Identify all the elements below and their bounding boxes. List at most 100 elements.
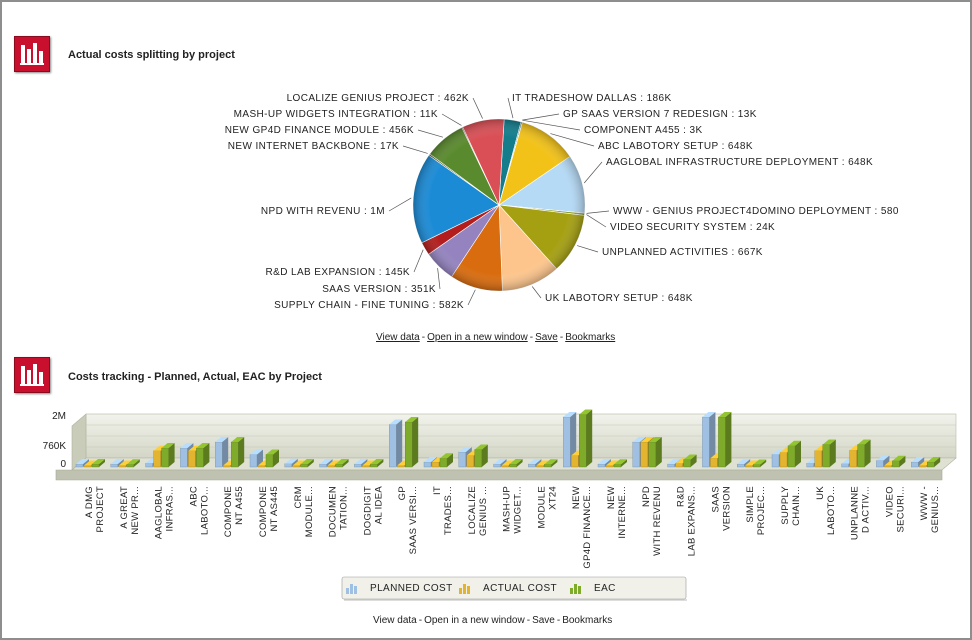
bar-eac[interactable]	[613, 459, 627, 468]
open-new-window-link[interactable]: Open in a new window	[424, 615, 525, 626]
pie-slice-label: UNPLANNED ACTIVITIES : 667K	[602, 247, 763, 258]
pie-leader-line	[388, 197, 412, 212]
bar-planned-cost[interactable]	[110, 459, 124, 468]
bar-eac[interactable]	[857, 439, 871, 468]
x-tick-label: SIMPLEPROJEC...	[745, 486, 767, 535]
pie-slice-label: SAAS VERSION : 351K	[322, 284, 436, 295]
bar-planned-cost[interactable]	[284, 458, 298, 468]
bar-planned-cost[interactable]	[737, 459, 751, 468]
bar-eac[interactable]	[718, 412, 732, 468]
x-tick-label: CRMMODULE...	[293, 486, 315, 537]
bar-eac[interactable]	[230, 437, 245, 468]
bar-eac[interactable]	[300, 459, 314, 468]
pie-leader-line	[402, 145, 428, 154]
x-tick-label: LOCALIZEGENIUS ...	[467, 486, 489, 536]
plot-base	[55, 469, 943, 481]
pie-chart: IT TRADESHOW DALLAS : 186K GP SAAS VERSIO…	[225, 93, 899, 311]
bar-chart-icon	[14, 357, 50, 393]
bar-eac[interactable]	[196, 443, 210, 468]
x-tick-label: DOCUMENTATION...	[328, 486, 350, 537]
bar-eac[interactable]	[648, 437, 662, 468]
pie-leader-line	[522, 113, 560, 121]
save-link[interactable]: Save	[532, 615, 555, 626]
x-tick-label: NPDWITH REVENU	[641, 486, 663, 556]
x-tick-label: MODULEXT24	[536, 486, 558, 528]
pie-slice-label: NEW INTERNET BACKBONE : 17K	[228, 141, 399, 152]
legend-item[interactable]: EAC	[570, 583, 616, 594]
bar-eac[interactable]	[683, 454, 697, 468]
x-tick-label: ABCLABOTO...	[188, 486, 210, 535]
bar-eac[interactable]	[544, 459, 558, 468]
legend-item[interactable]: PLANNED COST	[346, 583, 453, 594]
bar-eac[interactable]	[753, 459, 767, 468]
pie-leader-line	[417, 129, 443, 138]
bar-chart-icon	[14, 36, 50, 72]
pie-slice-label: LOCALIZE GENIUS PROJECT : 462K	[287, 93, 469, 104]
bar-planned-cost[interactable]	[493, 459, 507, 468]
bar-eac[interactable]	[405, 417, 419, 468]
bar-planned-cost[interactable]	[597, 459, 611, 468]
view-data-link[interactable]: View data	[373, 615, 417, 626]
x-tick-label: SAASVERSION	[710, 486, 732, 531]
bar-planned-cost[interactable]	[389, 419, 403, 468]
panel1-title: Actual costs splitting by project	[68, 49, 235, 61]
bar-eac[interactable]	[370, 459, 384, 468]
panel1-links: View data - Open in a new window - Save - Book…	[376, 332, 616, 343]
bar-planned-cost[interactable]	[319, 459, 333, 468]
pie-leader-line	[507, 97, 514, 119]
bar-planned-cost[interactable]	[911, 457, 925, 468]
x-tick-label: AAGLOBALINFRAS...	[154, 486, 176, 539]
bar-planned-cost[interactable]	[75, 459, 89, 468]
pie-leader-line	[467, 289, 476, 306]
bar-eac[interactable]	[927, 457, 941, 468]
pie-leader-line	[413, 249, 424, 273]
pie-slice-label: SUPPLY CHAIN - FINE TUNING : 582K	[274, 300, 464, 311]
bar-chart: 2M 760K 0 A DMGPROJECT A GREATNEW PR... AAGLO…	[43, 409, 957, 601]
pie-shading	[413, 119, 585, 291]
bookmarks-link[interactable]: Bookmarks	[562, 615, 613, 626]
bar-planned-cost[interactable]	[214, 437, 229, 468]
legend-label: PLANNED COST	[370, 583, 453, 594]
x-tick-label: WWW -GENIUS...	[919, 486, 941, 533]
bar-planned-cost[interactable]	[702, 412, 716, 468]
x-tick-label: COMPONENT AS445	[258, 486, 280, 537]
x-tick-label: A GREATNEW PR...	[119, 486, 141, 535]
x-tick-label: A DMGPROJECT	[84, 486, 106, 532]
pie-slice-label: NPD WITH REVENU : 1M	[261, 206, 385, 217]
pie-slice-label: NEW GP4D FINANCE MODULE : 456K	[225, 125, 414, 136]
pie-slice-label: COMPONENT A455 : 3K	[584, 125, 703, 136]
bar-eac[interactable]	[787, 440, 801, 468]
pie-slice-label: GP SAAS VERSION 7 REDESIGN : 13K	[563, 109, 757, 120]
bar-eac[interactable]	[265, 449, 279, 468]
pie-leader-line	[522, 119, 581, 131]
x-tick-label: MASH-UPWIDGET...	[502, 486, 524, 534]
bar-eac[interactable]	[335, 459, 349, 468]
bar-eac[interactable]	[161, 443, 175, 468]
bar-eac[interactable]	[439, 453, 453, 468]
legend-item[interactable]: ACTUAL COST	[459, 583, 557, 594]
bar-eac[interactable]	[126, 459, 140, 468]
view-data-link[interactable]: View data	[376, 332, 420, 343]
x-tick-label: DOGDIGITAL IDEA	[362, 486, 384, 536]
bar-planned-cost[interactable]	[528, 459, 542, 468]
pie-slice-label: MASH-UP WIDGETS INTEGRATION : 11K	[234, 109, 438, 120]
bar-planned-cost[interactable]	[876, 455, 890, 468]
bar-eac[interactable]	[509, 459, 523, 468]
bar-eac[interactable]	[579, 409, 593, 468]
bar-eac[interactable]	[892, 455, 906, 468]
pie-leader-line	[583, 161, 603, 184]
pie-leader-line	[550, 133, 595, 147]
pie-leader-line	[531, 286, 542, 299]
pie-slice-label: ABC LABOTORY SETUP : 648K	[598, 141, 753, 152]
bar-eac[interactable]	[91, 459, 105, 468]
x-tick-label: NEWINTERNE...	[606, 486, 628, 539]
bar-eac[interactable]	[474, 444, 488, 468]
open-new-window-link[interactable]: Open in a new window	[427, 332, 528, 343]
pie-leader-line	[586, 210, 610, 214]
legend-label: EAC	[594, 583, 616, 594]
bookmarks-link[interactable]: Bookmarks	[565, 332, 616, 343]
bar-planned-cost[interactable]	[354, 459, 368, 468]
save-link[interactable]: Save	[535, 332, 558, 343]
bar-eac[interactable]	[822, 439, 836, 468]
x-tick-label: VIDEOSECURI...	[884, 486, 906, 533]
